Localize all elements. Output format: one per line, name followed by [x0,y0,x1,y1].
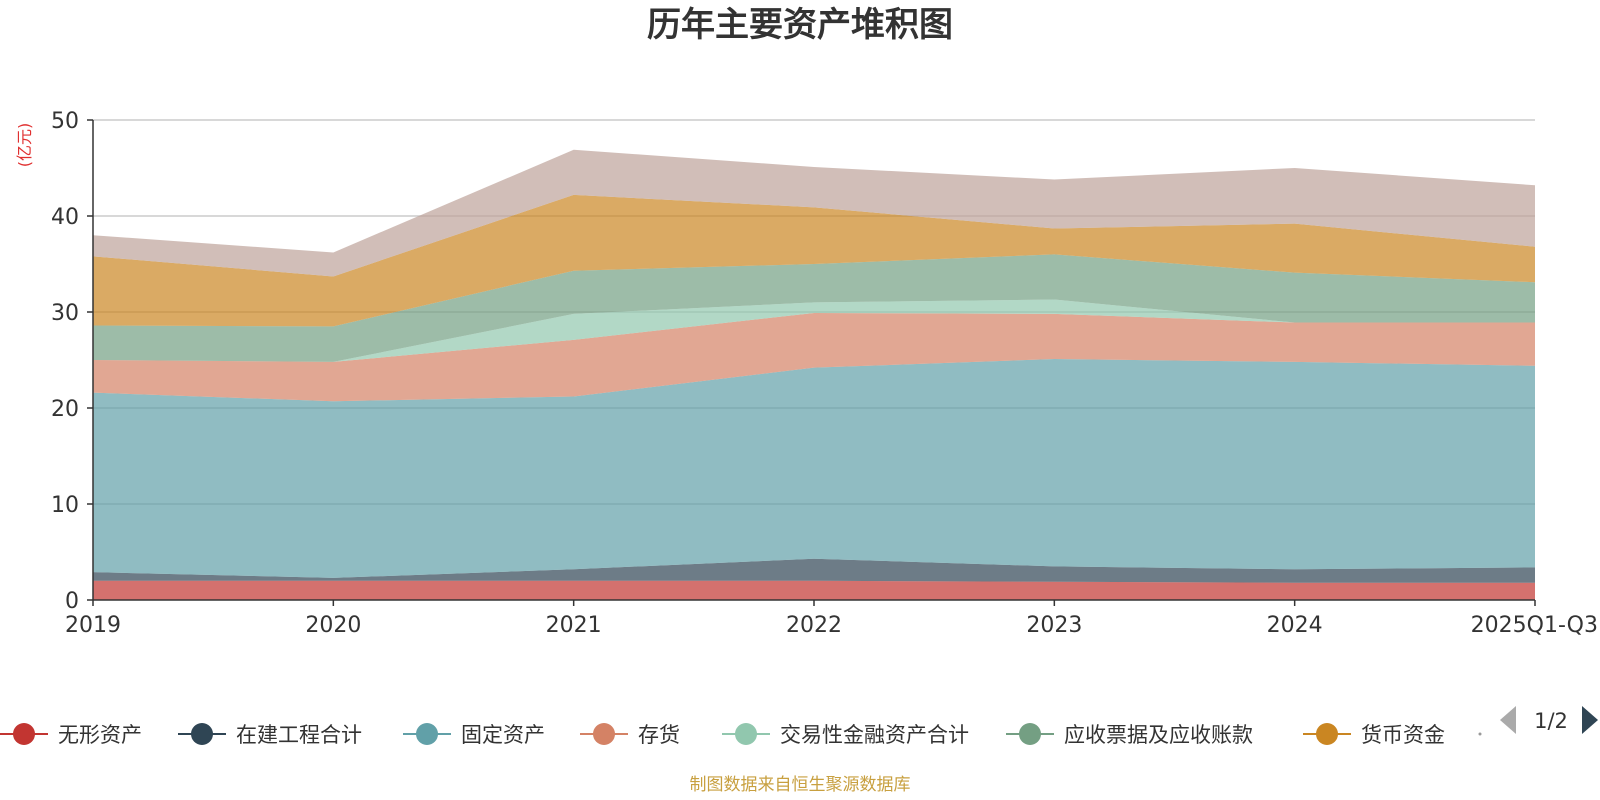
legend-item[interactable]: 存货 [580,723,680,747]
y-tick-label: 10 [51,493,79,518]
area-2 [93,359,1535,578]
legend-marker-icon [735,723,757,745]
legend-prev-arrow-icon[interactable] [1500,706,1516,734]
legend-label: 应收票据及应收账款 [1064,723,1253,747]
x-tick-label: 2023 [1026,613,1082,638]
area-0 [93,580,1535,600]
x-tick-label: 2025Q1-Q3 [1471,613,1598,638]
legend-label: 无形资产 [58,723,142,747]
area-6 [93,194,1535,327]
legend-item[interactable]: 应收票据及应收账款 [1006,723,1253,747]
legend-marker-icon [13,723,35,745]
legend-marker-icon [593,723,615,745]
axes: 0 10 20 30 40 50 2019 2020 2021 2022 2023 2024 2025Q… [51,109,1598,638]
legend-label: 存货 [638,723,680,747]
legend-item[interactable]: 固定资产 [403,723,545,747]
legend-item[interactable]: 交易性金融资产合计 [722,723,969,747]
legend-label: 交易性金融资产合计 [780,723,969,747]
legend-pager: 1/2 [1500,706,1598,734]
legend-overflow-dot-icon [1478,732,1482,736]
x-tick-label: 2022 [786,613,842,638]
y-tick-label: 30 [51,301,79,326]
y-tick-label: 40 [51,205,79,230]
legend-page-indicator: 1/2 [1534,709,1568,733]
legend-item[interactable]: 货币资金 [1303,723,1445,747]
y-tick-label: 0 [65,589,79,614]
area-7 [93,149,1535,277]
legend: 无形资产 在建工程合计 固定资产 存货 交易性金融资产合计 应收票据及应收账款 货币资金 [0,723,1482,747]
y-tick-label: 50 [51,109,79,134]
footer-source-note: 制图数据来自恒生聚源数据库 [690,775,911,795]
legend-label: 固定资产 [461,723,545,747]
legend-next-arrow-icon[interactable] [1582,706,1598,734]
x-tick-label: 2021 [546,613,602,638]
x-tick-label: 2024 [1267,613,1323,638]
legend-label: 在建工程合计 [236,723,362,747]
legend-marker-icon [191,723,213,745]
legend-item[interactable]: 在建工程合计 [178,723,362,747]
chart-title: 历年主要资产堆积图 [647,5,953,45]
legend-marker-icon [416,723,438,745]
y-tick-label: 20 [51,397,79,422]
area-4 [93,299,1535,362]
area-series-group [93,149,1535,600]
area-5 [93,254,1535,362]
area-3 [93,312,1535,402]
area-1 [93,558,1535,583]
legend-label: 货币资金 [1361,723,1445,747]
legend-marker-icon [1019,723,1041,745]
x-tick-label: 2019 [65,613,121,638]
legend-item[interactable]: 无形资产 [0,723,142,747]
x-tick-label: 2020 [305,613,361,638]
legend-marker-icon [1316,723,1338,745]
y-axis-unit: (亿元) [15,123,34,168]
